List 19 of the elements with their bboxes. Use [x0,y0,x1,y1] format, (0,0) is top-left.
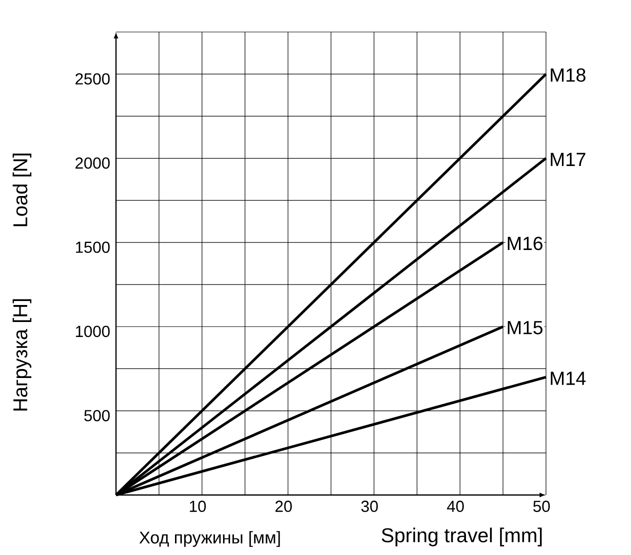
y-tick-label: 500 [84,410,110,422]
x-axis-title: Spring travel [mm] [382,528,542,546]
y-tick-label: 2500 [76,73,110,85]
series-label: M14 [550,372,586,385]
text: Ход пружины [мм] [139,531,280,547]
y-tick-label: 1500 [76,242,110,253]
series-label: M15 [508,321,542,334]
x-tick-label: 10 [190,500,206,512]
series-label: M16 [508,236,542,250]
y-axis-title: Load [N] [12,154,32,226]
x-tick-label: 50 [533,500,550,512]
x-tick-label: 30 [361,500,378,512]
series-label: M18 [550,68,586,82]
x-tick-label: 20 [275,500,292,512]
series-label: M17 [550,152,586,166]
y-tick-label: 2000 [76,157,110,169]
text: Нагрузка [Н] [12,299,32,411]
y-tick-label: 1000 [76,326,110,338]
x-tick-label: 40 [447,500,464,512]
